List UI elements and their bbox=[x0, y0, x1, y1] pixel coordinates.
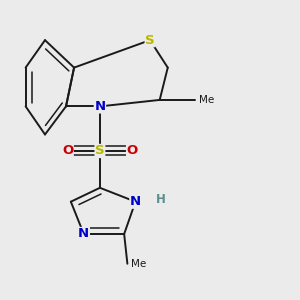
Text: Me: Me bbox=[199, 95, 214, 105]
Text: N: N bbox=[94, 100, 106, 113]
Text: S: S bbox=[95, 145, 105, 158]
Text: O: O bbox=[127, 145, 138, 158]
Text: S: S bbox=[145, 34, 155, 47]
Text: Me: Me bbox=[131, 259, 146, 269]
Text: N: N bbox=[78, 227, 89, 241]
Text: H: H bbox=[155, 193, 165, 206]
Text: N: N bbox=[130, 195, 141, 208]
Text: O: O bbox=[62, 145, 73, 158]
